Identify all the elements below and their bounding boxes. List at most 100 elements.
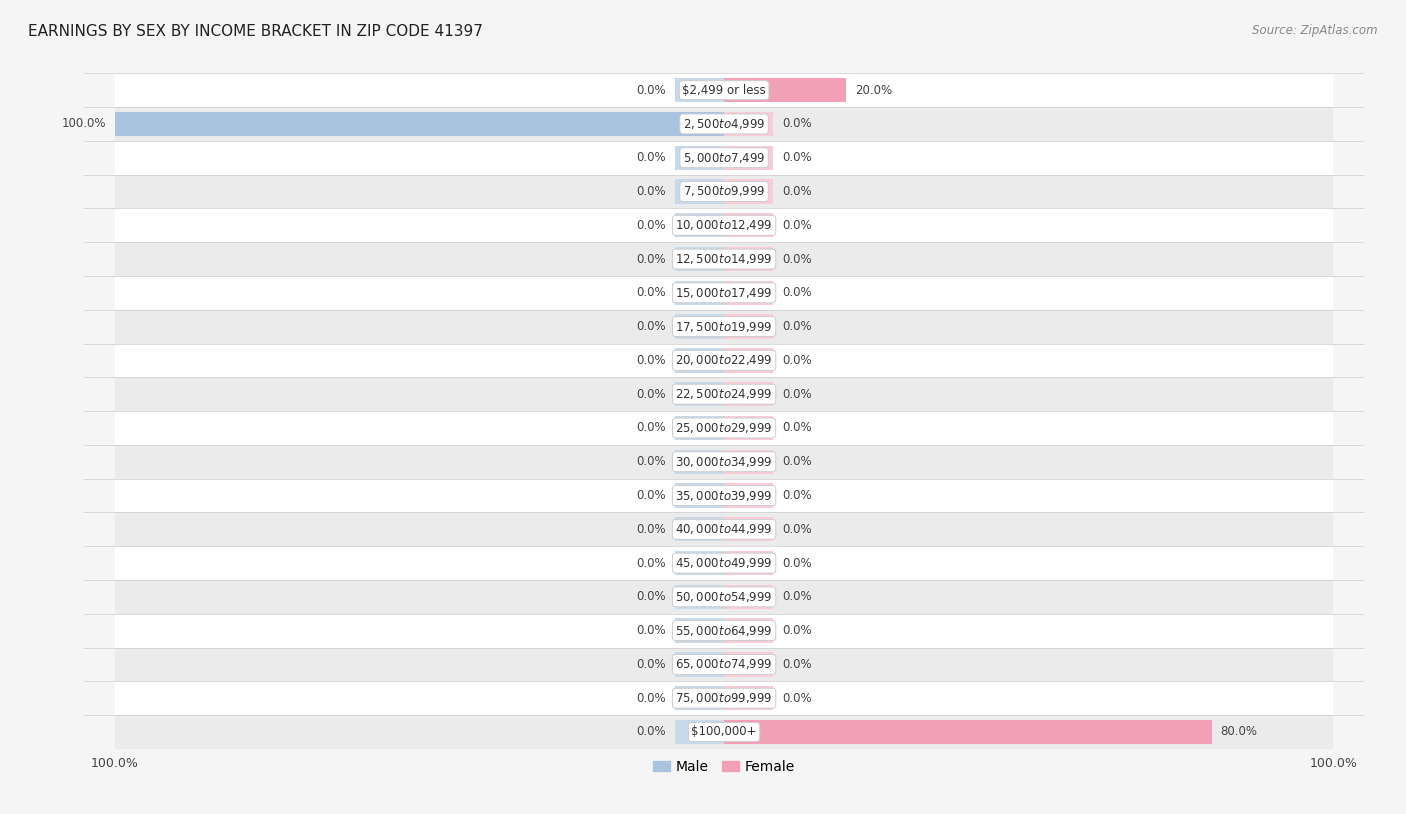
Text: 0.0%: 0.0% (782, 557, 811, 570)
Text: 0.0%: 0.0% (782, 590, 811, 603)
Bar (115, 243, 1333, 276)
Text: 0.0%: 0.0% (782, 354, 811, 367)
Text: 0.0%: 0.0% (637, 658, 666, 671)
Bar (115, 648, 1333, 681)
Text: 0.0%: 0.0% (782, 287, 811, 300)
Text: 0.0%: 0.0% (637, 624, 666, 637)
Text: 0.0%: 0.0% (782, 523, 811, 536)
Bar (724, 551, 773, 575)
Bar (115, 141, 1333, 175)
Bar (724, 179, 773, 204)
Bar (115, 73, 1333, 107)
Text: $22,500 to $24,999: $22,500 to $24,999 (675, 387, 773, 401)
Text: $2,500 to $4,999: $2,500 to $4,999 (683, 117, 765, 131)
Text: 0.0%: 0.0% (637, 523, 666, 536)
Bar (675, 416, 724, 440)
Bar (115, 546, 1333, 580)
Text: 0.0%: 0.0% (782, 692, 811, 705)
Text: $50,000 to $54,999: $50,000 to $54,999 (675, 590, 773, 604)
Bar (675, 179, 724, 204)
Text: 80.0%: 80.0% (1220, 725, 1257, 738)
Bar (724, 484, 773, 508)
Bar (115, 614, 1333, 648)
Text: $2,499 or less: $2,499 or less (682, 84, 766, 97)
Bar (115, 580, 1333, 614)
Bar (724, 449, 773, 474)
Bar (724, 146, 773, 170)
Text: Source: ZipAtlas.com: Source: ZipAtlas.com (1253, 24, 1378, 37)
Text: 0.0%: 0.0% (637, 422, 666, 435)
Bar (724, 314, 773, 339)
Bar (115, 445, 1333, 479)
Text: 0.0%: 0.0% (637, 151, 666, 164)
Text: 0.0%: 0.0% (637, 354, 666, 367)
Bar (675, 720, 724, 744)
Text: 0.0%: 0.0% (637, 692, 666, 705)
Text: $7,500 to $9,999: $7,500 to $9,999 (683, 185, 765, 199)
Text: 0.0%: 0.0% (637, 387, 666, 400)
Text: 0.0%: 0.0% (637, 287, 666, 300)
Text: 0.0%: 0.0% (637, 725, 666, 738)
Bar (724, 247, 773, 271)
Bar (675, 517, 724, 541)
Bar (115, 175, 1333, 208)
Bar (724, 720, 1212, 744)
Bar (115, 681, 1333, 716)
Bar (115, 107, 1333, 141)
Text: 0.0%: 0.0% (782, 387, 811, 400)
Text: 0.0%: 0.0% (782, 489, 811, 502)
Bar (675, 348, 724, 373)
Text: EARNINGS BY SEX BY INCOME BRACKET IN ZIP CODE 41397: EARNINGS BY SEX BY INCOME BRACKET IN ZIP… (28, 24, 484, 39)
Text: 0.0%: 0.0% (782, 658, 811, 671)
Bar (115, 276, 1333, 310)
Text: 100.0%: 100.0% (62, 117, 105, 130)
Bar (675, 382, 724, 406)
Text: $25,000 to $29,999: $25,000 to $29,999 (675, 421, 773, 435)
Text: 0.0%: 0.0% (782, 117, 811, 130)
Text: 0.0%: 0.0% (637, 590, 666, 603)
Bar (675, 213, 724, 238)
Bar (724, 281, 773, 305)
Bar (675, 247, 724, 271)
Text: 0.0%: 0.0% (637, 320, 666, 333)
Bar (724, 382, 773, 406)
Bar (675, 146, 724, 170)
Bar (724, 78, 846, 103)
Text: 0.0%: 0.0% (782, 252, 811, 265)
Bar (675, 686, 724, 711)
Text: 0.0%: 0.0% (637, 252, 666, 265)
Bar (724, 517, 773, 541)
Text: $65,000 to $74,999: $65,000 to $74,999 (675, 658, 773, 672)
Bar (675, 551, 724, 575)
Bar (675, 449, 724, 474)
Bar (115, 479, 1333, 513)
Text: $40,000 to $44,999: $40,000 to $44,999 (675, 523, 773, 536)
Text: $55,000 to $64,999: $55,000 to $64,999 (675, 624, 773, 637)
Text: 0.0%: 0.0% (637, 489, 666, 502)
Text: $75,000 to $99,999: $75,000 to $99,999 (675, 691, 773, 705)
Text: 0.0%: 0.0% (782, 151, 811, 164)
Text: 0.0%: 0.0% (782, 422, 811, 435)
Bar (675, 619, 724, 643)
Text: 0.0%: 0.0% (782, 455, 811, 468)
Text: 20.0%: 20.0% (855, 84, 893, 97)
Bar (724, 416, 773, 440)
Bar (675, 484, 724, 508)
Bar (115, 411, 1333, 445)
Text: $10,000 to $12,499: $10,000 to $12,499 (675, 218, 773, 232)
Bar (115, 208, 1333, 243)
Text: $35,000 to $39,999: $35,000 to $39,999 (675, 488, 773, 502)
Text: 0.0%: 0.0% (782, 320, 811, 333)
Text: $100,000+: $100,000+ (692, 725, 756, 738)
Bar (675, 78, 724, 103)
Text: 0.0%: 0.0% (637, 455, 666, 468)
Bar (675, 281, 724, 305)
Text: 0.0%: 0.0% (782, 219, 811, 232)
Bar (115, 344, 1333, 378)
Text: $5,000 to $7,499: $5,000 to $7,499 (683, 151, 765, 164)
Bar (675, 584, 724, 609)
Text: $45,000 to $49,999: $45,000 to $49,999 (675, 556, 773, 570)
Text: $17,500 to $19,999: $17,500 to $19,999 (675, 320, 773, 334)
Bar (115, 378, 1333, 411)
Legend: Male, Female: Male, Female (648, 754, 800, 779)
